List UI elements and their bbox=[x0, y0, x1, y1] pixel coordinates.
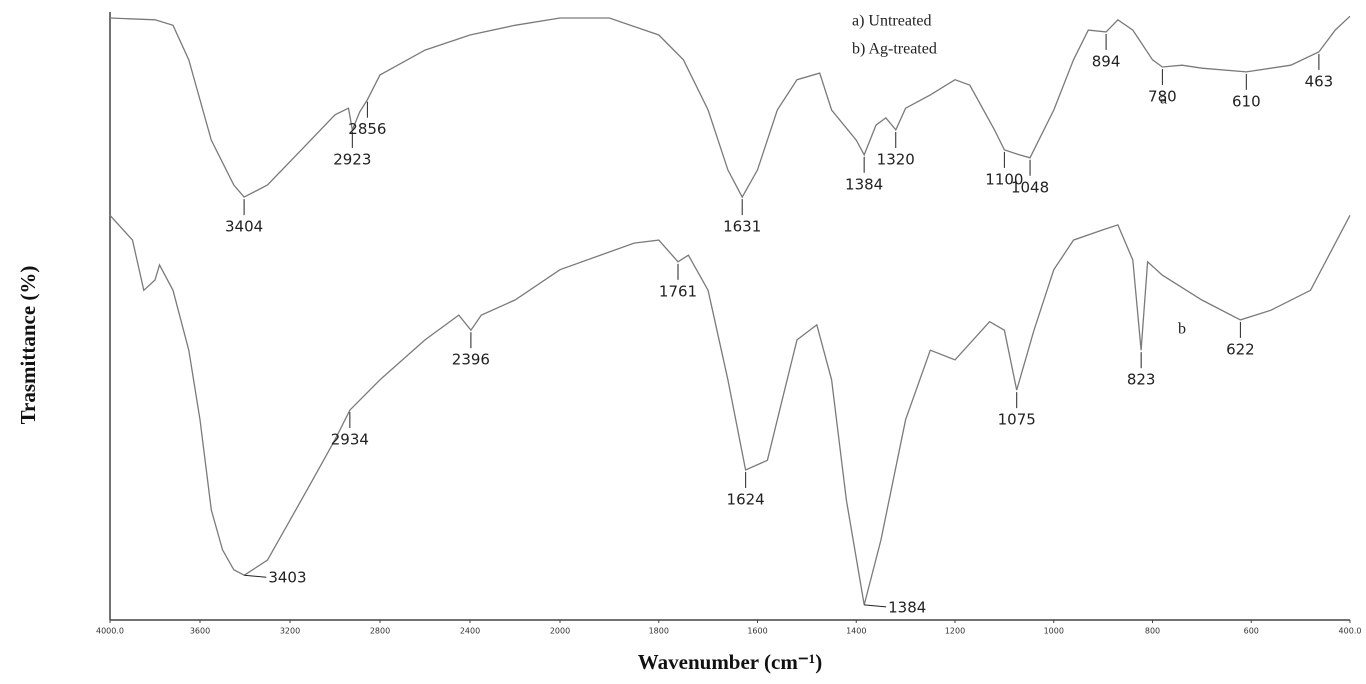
x-tick-label: 3600 bbox=[190, 627, 210, 636]
y-axis-label: Trasmittance (%) bbox=[16, 266, 40, 425]
peak-label: 2934 bbox=[331, 431, 369, 449]
peak-leader bbox=[244, 574, 267, 578]
x-tick-label: 1800 bbox=[649, 627, 669, 636]
peak-label: 622 bbox=[1226, 340, 1255, 358]
peak-label: 3403 bbox=[268, 569, 306, 587]
peak-leader bbox=[864, 604, 887, 608]
peak-label: 1075 bbox=[998, 411, 1036, 429]
x-tick-label: 1400 bbox=[846, 627, 866, 636]
peak-label: 1624 bbox=[727, 490, 765, 508]
x-axis-label: Wavenumber (cm⁻¹) bbox=[638, 650, 822, 674]
x-tick-label: 4000.0 bbox=[96, 627, 124, 636]
peak-label: 1320 bbox=[877, 150, 915, 168]
peak-label: 2923 bbox=[333, 150, 371, 168]
peak-label: 463 bbox=[1305, 72, 1334, 90]
legend-entry: a) Untreated bbox=[852, 13, 932, 30]
x-tick-label: 3200 bbox=[280, 627, 300, 636]
peak-label: 1384 bbox=[888, 598, 926, 616]
legend-entry: b) Ag-treated bbox=[852, 41, 937, 58]
spectrum-line bbox=[109, 15, 1351, 199]
peak-label: 894 bbox=[1092, 52, 1121, 70]
x-tick-label: 2000 bbox=[550, 627, 570, 636]
x-tick-label: 600 bbox=[1244, 627, 1259, 636]
spectrum-line bbox=[109, 214, 1351, 606]
x-tick-label: 2400 bbox=[460, 627, 480, 636]
series-tag: b bbox=[1178, 321, 1186, 338]
peak-label: 1761 bbox=[659, 282, 697, 300]
peak-label: 1384 bbox=[845, 175, 883, 193]
peak-label: 3404 bbox=[225, 218, 263, 236]
peak-label: 1048 bbox=[1011, 178, 1049, 196]
x-tick-label: 1600 bbox=[747, 627, 767, 636]
peak-label: 1631 bbox=[723, 218, 761, 236]
x-tick-label: 2800 bbox=[370, 627, 390, 636]
peak-label: 823 bbox=[1127, 371, 1156, 389]
x-tick-label: 1000 bbox=[1044, 627, 1064, 636]
x-tick-label: 400.0 bbox=[1339, 627, 1362, 636]
x-tick-label: 1200 bbox=[945, 627, 965, 636]
peak-label: 780 bbox=[1148, 88, 1177, 106]
peak-label: 2856 bbox=[348, 120, 386, 138]
series-tag: a bbox=[1160, 91, 1167, 108]
x-tick-label: 800 bbox=[1145, 627, 1160, 636]
peak-label: 610 bbox=[1232, 92, 1261, 110]
peak-label: 1100 bbox=[985, 170, 1023, 188]
peak-label: 2396 bbox=[452, 351, 490, 369]
